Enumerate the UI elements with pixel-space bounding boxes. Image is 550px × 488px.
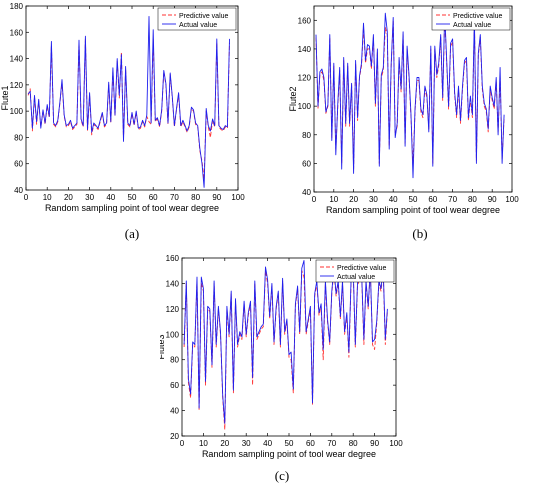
x-tick-label: 0	[180, 439, 185, 448]
y-tick-label: 40	[302, 188, 311, 197]
x-tick-label: 50	[285, 439, 294, 448]
chart-panel-c: 0 10 20 30 40 50 60 70 80 90 100 20 40 60 80 100 120 140 1…	[156, 250, 410, 470]
x-tick-label: 60	[149, 193, 158, 202]
x-tick-label: 100	[231, 193, 245, 202]
y-axis-label: Flute2	[288, 86, 298, 111]
x-tick-label: 90	[212, 193, 221, 202]
y-tick-label: 80	[170, 356, 179, 365]
chart-c: 0 10 20 30 40 50 60 70 80 90 100 20 40 60 80 100 120 140 1…	[156, 254, 403, 459]
x-axis-label: Random sampling point of tool wear degre…	[202, 449, 376, 459]
x-tick-label: 60	[306, 439, 315, 448]
y-tick-label: 140	[10, 55, 24, 64]
legend-box	[315, 259, 395, 283]
x-tick-label: 10	[329, 195, 338, 204]
x-tick-label: 30	[242, 439, 251, 448]
chart-b: 0 10 20 30 40 50 60 70 80 90 100 40 60 80 100 120 140 160…	[288, 5, 519, 215]
x-tick-label: 0	[312, 195, 317, 204]
y-tick-label: 20	[170, 432, 179, 441]
x-tick-label: 70	[448, 195, 457, 204]
x-axis-label: Random sampling point of tool wear degre…	[45, 203, 219, 213]
y-tick-label: 100	[298, 102, 312, 111]
x-tick-label: 10	[43, 193, 52, 202]
x-tick-label: 0	[24, 193, 29, 202]
legend-label: Actual value	[179, 22, 217, 29]
x-tick-label: 100	[389, 439, 403, 448]
chart-panel-b: 0 10 20 30 40 50 60 70 80 90 100 40 60 80 100 120 140 160…	[280, 0, 550, 236]
legend-label: Predictive value	[337, 265, 387, 272]
x-tick-label: 20	[220, 439, 229, 448]
x-tick-label: 20	[349, 195, 358, 204]
x-tick-label: 10	[199, 439, 208, 448]
y-tick-label: 60	[14, 160, 23, 169]
legend-label: Actual value	[453, 22, 491, 29]
plot-area	[25, 5, 239, 191]
legend-box	[157, 7, 237, 31]
y-tick-label: 80	[14, 133, 23, 142]
x-tick-label: 100	[505, 195, 519, 204]
x-tick-label: 50	[128, 193, 137, 202]
y-tick-label: 120	[10, 81, 24, 90]
y-tick-label: 120	[166, 305, 180, 314]
x-tick-label: 40	[389, 195, 398, 204]
x-tick-label: 90	[370, 439, 379, 448]
y-tick-label: 100	[166, 330, 180, 339]
y-tick-label: 140	[298, 45, 312, 54]
x-tick-label: 30	[369, 195, 378, 204]
y-tick-label: 100	[10, 107, 24, 116]
legend-label: Actual value	[337, 274, 375, 281]
actual-value-line	[315, 12, 505, 179]
panel-label-a: (a)	[124, 226, 140, 241]
x-tick-label: 40	[106, 193, 115, 202]
x-tick-label: 80	[191, 193, 200, 202]
actual-value-line	[27, 16, 230, 188]
panel-label-c: (c)	[274, 468, 290, 483]
y-tick-label: 160	[298, 16, 312, 25]
x-tick-label: 90	[488, 195, 497, 204]
y-tick-label: 40	[170, 407, 179, 416]
x-tick-label: 60	[428, 195, 437, 204]
chart-a: 0 10 20 30 40 50 60 70 80 90 100 40 60 80 100 120 140 160…	[0, 2, 245, 213]
x-tick-label: 70	[170, 193, 179, 202]
y-tick-label: 160	[166, 254, 180, 263]
y-tick-label: 40	[14, 186, 23, 195]
y-axis-label: Flute3	[160, 334, 166, 359]
legend-box	[431, 7, 511, 31]
x-tick-label: 80	[468, 195, 477, 204]
legend-label: Predictive value	[453, 13, 503, 20]
y-tick-label: 60	[302, 159, 311, 168]
x-tick-label: 70	[327, 439, 336, 448]
x-tick-label: 80	[349, 439, 358, 448]
legend-label: Predictive value	[179, 13, 229, 20]
y-axis-label: Flute1	[0, 85, 10, 110]
x-tick-label: 40	[263, 439, 272, 448]
y-tick-label: 60	[170, 381, 179, 390]
y-tick-label: 140	[166, 279, 180, 288]
x-tick-label: 20	[64, 193, 73, 202]
y-tick-label: 180	[10, 2, 24, 11]
x-axis-label: Random sampling point of tool wear degre…	[326, 205, 500, 215]
y-tick-label: 80	[302, 131, 311, 140]
y-tick-label: 120	[298, 74, 312, 83]
y-tick-label: 160	[10, 28, 24, 37]
x-tick-label: 30	[85, 193, 94, 202]
panel-label-b: (b)	[412, 226, 428, 241]
chart-panel-a: 0 10 20 30 40 50 60 70 80 90 100 40 60 80 100 120 140 160…	[0, 0, 272, 236]
x-tick-label: 50	[409, 195, 418, 204]
